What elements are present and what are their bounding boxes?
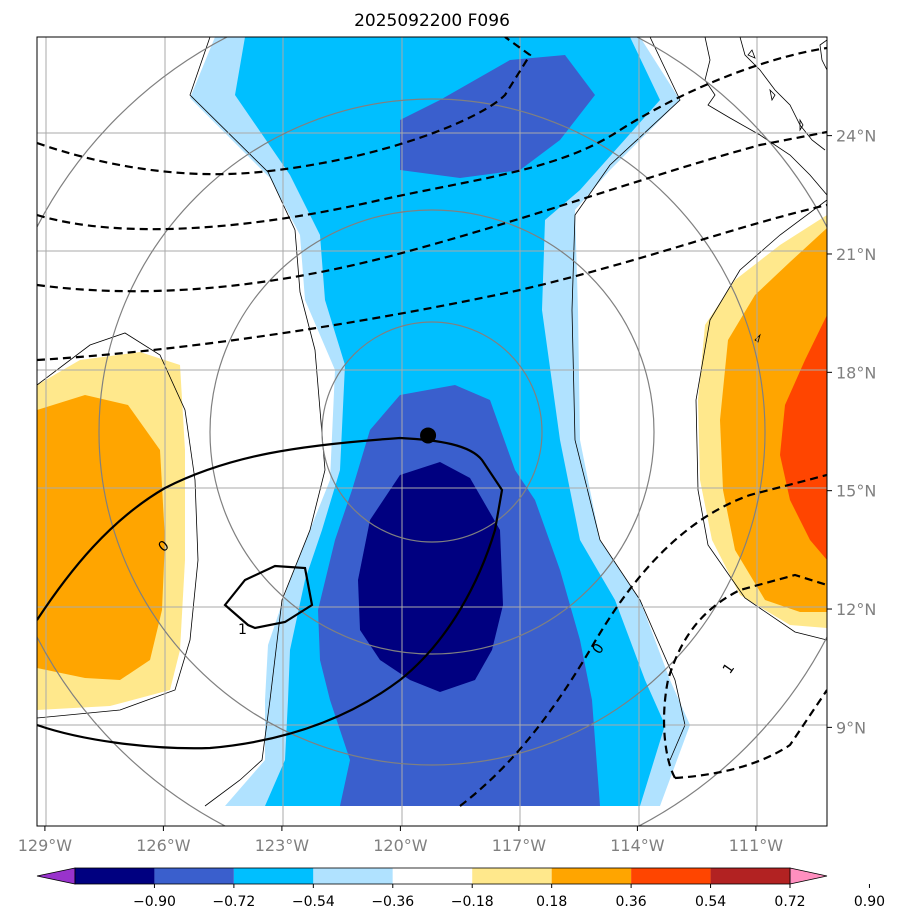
colorbar-swatch (75, 868, 155, 884)
thin-contour-east-lobe (695, 199, 827, 641)
dashed-contour-7 (674, 689, 827, 780)
plot-frame (36, 36, 828, 827)
dashed-contour-2 (37, 46, 827, 231)
solid-contour-small (223, 564, 314, 630)
range-rings (37, 37, 827, 826)
y-tick-label: 24°N (836, 127, 876, 146)
coast-baja (739, 37, 826, 151)
colorbar-tick-label: −0.54 (292, 894, 335, 910)
coast-mexico (704, 37, 827, 196)
dashed-contour-1 (37, 37, 532, 176)
y-tick-label: 15°N (836, 482, 876, 501)
x-tick-label: 111°W (729, 836, 784, 855)
colorbar: −0.90 −0.72 −0.54 −0.36 −0.18 0.18 0.36 0.54 0.7… (36, 867, 885, 910)
thin-contour-east (571, 37, 686, 761)
colorbar-swatch (233, 868, 314, 884)
dashed-contour-6 (662, 573, 827, 779)
colorbar-tick-label: 0.72 (774, 894, 805, 910)
colorbar-tick-label: 0.54 (695, 894, 726, 910)
x-tick-label: 114°W (610, 836, 665, 855)
colorbar-swatch (313, 868, 393, 884)
range-ring-3 (98, 98, 766, 766)
colorbar-tick-label: 0.18 (536, 894, 567, 910)
colorbar-swatch (392, 868, 473, 884)
colorbar-tick-label: 0.36 (616, 894, 647, 910)
contour-label: 1 (238, 622, 247, 638)
x-tick-label: 126°W (136, 836, 191, 855)
colorbar-outline (74, 867, 791, 885)
y-axis: 9°N 12°N 15°N 18°N 21°N 24°N (827, 127, 876, 737)
x-tick-label: 117°W (492, 836, 547, 855)
colorbar-swatch (551, 868, 632, 884)
colorbar-tick-label: −0.72 (212, 894, 255, 910)
x-tick-label: 129°W (18, 836, 73, 855)
range-ring-1 (321, 321, 543, 543)
colorbar-tick-label: 0.90 (854, 894, 885, 910)
filled-contour-royalblue-upper (400, 55, 595, 178)
colorbar-swatch (710, 868, 790, 884)
y-tick-label: 9°N (836, 718, 866, 737)
y-tick-label: 18°N (836, 363, 876, 382)
chart-title: 2025092200 F096 (354, 11, 510, 31)
colorbar-tick-label: −0.90 (133, 894, 176, 910)
x-tick-label: 120°W (373, 836, 428, 855)
x-tick-label: 123°W (255, 836, 310, 855)
solid-contour-zero (37, 436, 504, 750)
storm-center-marker (420, 427, 437, 444)
colorbar-tick-label: −0.36 (371, 894, 414, 910)
filled-contour-navy (358, 462, 503, 692)
colorbar-tick-label: −0.18 (451, 894, 494, 910)
filled-contour-orangered-east (780, 315, 827, 560)
y-tick-label: 12°N (836, 600, 876, 619)
dashed-contours (37, 37, 827, 807)
solid-contours (37, 436, 504, 750)
coast-islands (747, 39, 827, 132)
y-tick-label: 21°N (836, 245, 876, 264)
colorbar-swatch (472, 868, 552, 884)
colorbar-swatch (631, 868, 711, 884)
colorbar-swatch (154, 868, 234, 884)
x-axis: 129°W 126°W 123°W 120°W 117°W 114°W 111°W (18, 826, 784, 855)
coastlines (37, 37, 827, 807)
colorbar-extend-low (36, 867, 76, 885)
colorbar-extend-high (789, 867, 828, 885)
dashed-contour-4 (37, 203, 827, 362)
range-ring-2 (209, 209, 655, 655)
